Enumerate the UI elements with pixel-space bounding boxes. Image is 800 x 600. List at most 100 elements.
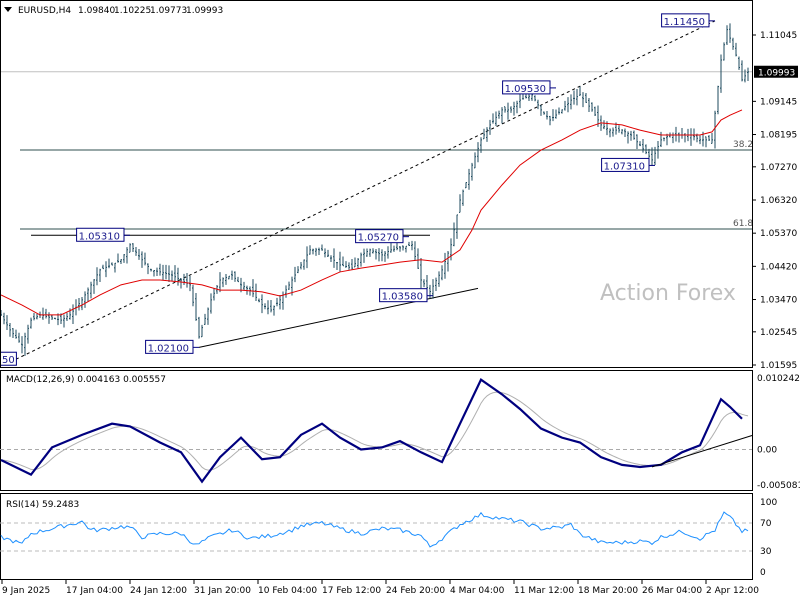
price-bar <box>675 126 677 142</box>
open-value: 1.09840 <box>78 6 115 16</box>
price-bar <box>729 23 731 43</box>
time-axis-label: 17 Jan 04:00 <box>66 586 123 596</box>
price-bar <box>441 265 443 281</box>
price-bar <box>480 137 482 153</box>
annotation-box <box>76 227 125 242</box>
price-bar <box>243 281 245 291</box>
price-bar <box>402 245 404 251</box>
price-bar <box>174 265 176 282</box>
price-bar <box>495 111 497 127</box>
price-bar <box>735 42 737 57</box>
price-bar <box>27 324 29 344</box>
price-bar <box>171 270 173 282</box>
price-bar <box>513 101 515 116</box>
price-bar <box>612 127 614 137</box>
price-bar <box>282 291 284 310</box>
price-bar <box>159 263 161 276</box>
price-axis-label: 1.03470 <box>760 296 797 306</box>
price-bar <box>345 261 347 268</box>
price-bar <box>627 131 629 144</box>
price-bar <box>699 135 701 145</box>
price-bar <box>153 270 155 277</box>
price-bar <box>231 270 233 280</box>
price-bar <box>354 257 356 268</box>
price-bar <box>24 332 26 356</box>
price-bar <box>468 168 470 190</box>
price-bar <box>63 314 65 328</box>
price-bar <box>420 257 422 289</box>
time-axis-label: 17 Feb 12:00 <box>322 586 381 596</box>
price-bar <box>6 315 8 331</box>
price-bar <box>621 129 623 135</box>
price-bar <box>90 281 92 299</box>
rsi-axis-label: 100 <box>760 498 777 508</box>
price-bar <box>333 248 335 268</box>
price-bar <box>540 105 542 116</box>
price-bar <box>315 247 317 256</box>
symbol-label: EURUSD,H4 <box>18 6 71 16</box>
annotation-label: 1.07310 <box>604 161 645 172</box>
price-bar <box>546 110 548 120</box>
price-bar <box>387 246 389 259</box>
price-bar <box>717 85 719 115</box>
price-bar <box>114 262 116 273</box>
price-bar <box>732 37 734 50</box>
time-axis-label: 31 Jan 20:00 <box>194 586 251 596</box>
price-bar <box>657 141 659 159</box>
macd-axis-label: -0.005081 <box>757 481 800 491</box>
price-bar <box>351 258 353 270</box>
price-bar <box>180 278 182 289</box>
price-bar <box>597 105 599 127</box>
annotation-box <box>355 229 404 244</box>
moving-average-line <box>1 109 743 316</box>
price-bar <box>81 297 83 311</box>
price-bar <box>54 317 56 320</box>
collapse-triangle-icon[interactable] <box>4 7 12 12</box>
price-bar <box>708 135 710 142</box>
price-bar <box>645 144 647 155</box>
time-axis-label: 24 Feb 20:00 <box>386 586 445 596</box>
watermark: Action Forex <box>600 281 736 306</box>
price-bar <box>636 134 638 150</box>
price-bar <box>714 110 716 149</box>
price-bar <box>573 90 575 105</box>
annotation-label: 1.11450 <box>664 17 705 28</box>
price-bar <box>141 251 143 268</box>
rsi-axis-label: 30 <box>760 547 772 557</box>
price-bar <box>210 293 212 314</box>
rsi-axis-label: 70 <box>760 519 772 529</box>
price-bar <box>711 133 713 144</box>
high-value: 1.10225 <box>114 6 151 16</box>
price-bar <box>51 314 53 320</box>
price-bar <box>198 316 200 339</box>
price-bar <box>393 245 395 252</box>
price-axis-label: 1.07270 <box>760 163 797 173</box>
price-bar <box>378 248 380 262</box>
annotation-label: 50 <box>2 355 15 366</box>
price-bar <box>738 56 740 70</box>
macd-pane <box>0 370 753 491</box>
signal-value: 0.005557 <box>123 375 166 385</box>
price-bar <box>723 42 725 61</box>
price-bar <box>357 258 359 269</box>
price-bar <box>651 147 653 166</box>
price-bar <box>276 297 278 307</box>
price-bar <box>3 312 5 325</box>
price-bar <box>165 264 167 280</box>
price-bar <box>744 69 746 83</box>
price-bar <box>360 252 362 267</box>
time-axis-label: 26 Mar 04:00 <box>642 586 702 596</box>
price-bar <box>297 266 299 274</box>
price-bar <box>561 109 563 114</box>
price-bar <box>678 132 680 143</box>
annotation-box <box>145 339 194 354</box>
price-bar <box>270 300 272 313</box>
price-bar <box>741 60 743 82</box>
price-bar <box>132 243 134 252</box>
price-bar <box>618 125 620 133</box>
price-bar <box>30 317 32 329</box>
price-bar <box>84 291 86 308</box>
price-bar <box>330 255 332 262</box>
macd-line <box>0 378 743 484</box>
price-bar <box>720 54 722 93</box>
